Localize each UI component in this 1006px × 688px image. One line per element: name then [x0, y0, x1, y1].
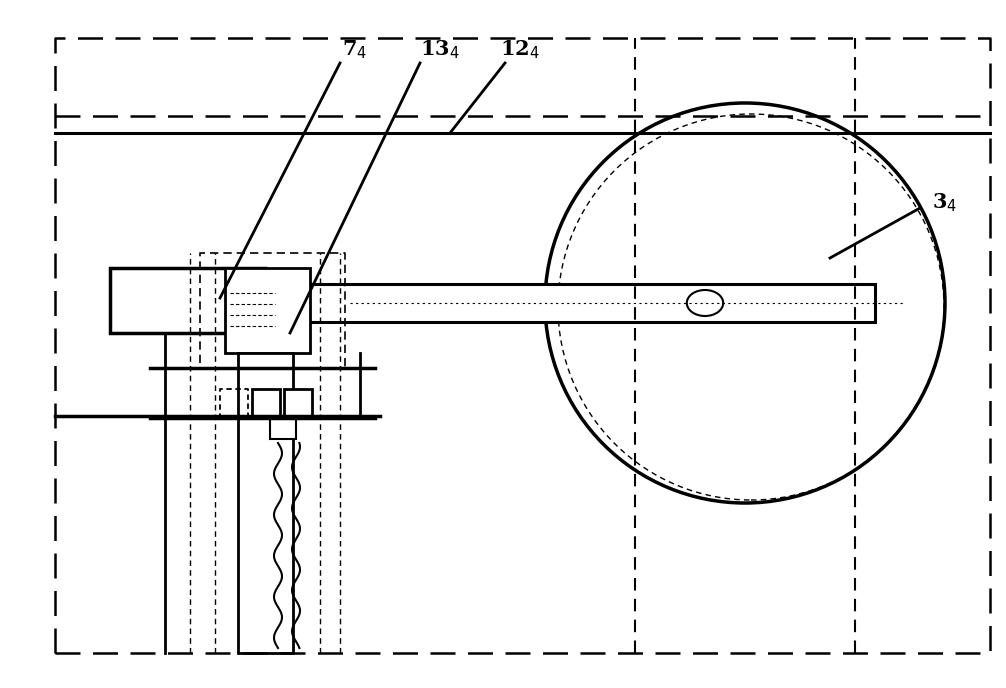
Bar: [110, 268, 265, 333]
Bar: [252, 389, 280, 417]
Bar: [135, 284, 875, 322]
Ellipse shape: [687, 290, 723, 316]
Text: 13$_4$: 13$_4$: [421, 39, 460, 61]
Bar: [237, 353, 293, 653]
Bar: [284, 389, 312, 417]
Text: 7$_4$: 7$_4$: [342, 39, 367, 61]
Bar: [270, 417, 296, 439]
Bar: [225, 268, 310, 353]
Text: 3$_4$: 3$_4$: [933, 192, 958, 214]
Text: 12$_4$: 12$_4$: [500, 39, 540, 61]
